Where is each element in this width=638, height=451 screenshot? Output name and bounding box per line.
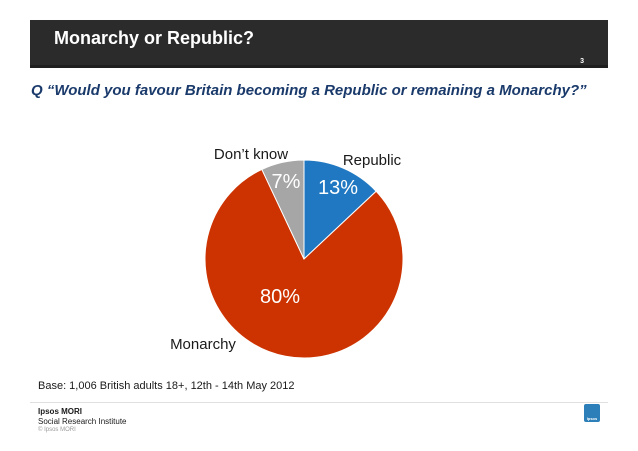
- ipsos-mori-logo: Ipsos MORI Social Research Institute: [38, 407, 127, 427]
- base-note: Base: 1,006 British adults 18+, 12th - 1…: [38, 380, 295, 392]
- logo-name: Ipsos MORI: [38, 407, 83, 416]
- logo-subtitle: Social Research Institute: [38, 417, 127, 426]
- slide-title: Monarchy or Republic?: [54, 28, 255, 48]
- slice-category-label: Monarchy: [170, 336, 236, 353]
- badge-label: Ipsos: [586, 416, 598, 421]
- copyright-text: © Ipsos MORI: [38, 427, 76, 433]
- pie-slice-monarchy: [204, 168, 404, 359]
- footer-divider: [30, 402, 608, 403]
- header-divider: [30, 65, 608, 68]
- survey-question: Q “Would you favour Britain becoming a R…: [31, 82, 587, 99]
- slice-category-label: Don’t know: [214, 146, 288, 163]
- pie-slices: [204, 159, 404, 359]
- page-number: 3: [580, 58, 584, 65]
- header-bar: Monarchy or Republic? 3: [30, 20, 608, 68]
- pie-slice-republic: [303, 159, 377, 261]
- slice-value-label: 80%: [260, 286, 300, 308]
- ipsos-badge-icon: Ipsos: [584, 404, 600, 422]
- slice-value-label: 13%: [318, 177, 358, 199]
- pie-slice-don-t-know: [261, 159, 305, 260]
- pie-labels: Republic 13% Monarchy 80% Don’t know 7%: [170, 146, 402, 353]
- slice-value-label: 7%: [272, 171, 301, 193]
- slice-category-label: Republic: [343, 152, 402, 169]
